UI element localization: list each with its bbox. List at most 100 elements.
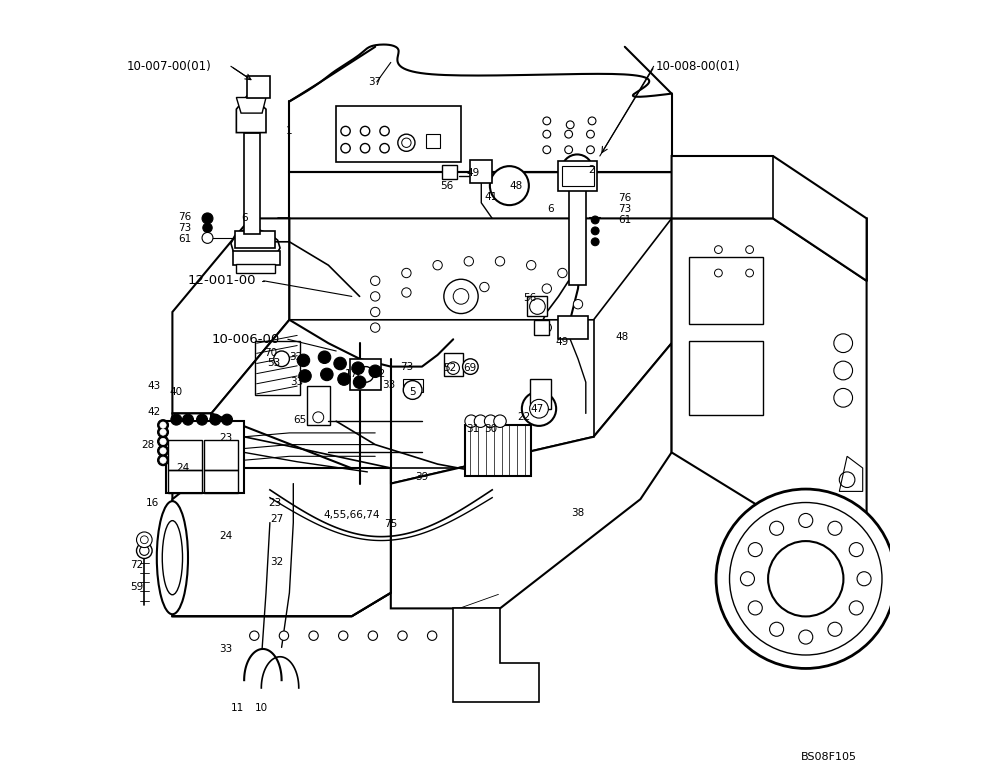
Bar [426,134,440,148]
Text: 61: 61 [618,215,631,225]
Circle shape [530,299,545,314]
Text: 6: 6 [241,214,247,223]
Bar [235,231,275,248]
Text: 37: 37 [369,77,382,87]
Bar [527,296,547,316]
Circle shape [158,455,168,466]
Circle shape [447,362,459,374]
Circle shape [591,227,599,235]
Text: 31: 31 [466,424,479,434]
Text: 4,55,66,74: 4,55,66,74 [324,510,380,519]
Text: 32: 32 [289,353,302,362]
Circle shape [160,438,166,445]
Text: 53: 53 [267,358,280,367]
Circle shape [714,269,722,277]
Circle shape [587,130,594,138]
Circle shape [140,536,148,544]
Bar [558,316,588,339]
Circle shape [338,373,350,385]
Circle shape [573,300,583,309]
Circle shape [222,414,232,425]
Bar [530,379,551,409]
Circle shape [566,121,574,129]
Text: 33: 33 [291,378,304,387]
Circle shape [202,232,213,243]
Circle shape [250,631,259,640]
Circle shape [565,146,573,154]
Circle shape [474,415,487,427]
Bar [168,470,202,493]
Circle shape [562,154,593,186]
Circle shape [427,631,437,640]
Text: 47: 47 [531,404,544,413]
Circle shape [321,368,333,381]
Circle shape [402,288,411,297]
Bar [204,470,238,493]
Bar [465,425,531,476]
Circle shape [565,130,573,138]
Text: 56: 56 [440,181,454,190]
Polygon shape [172,468,391,616]
Circle shape [309,631,318,640]
Text: 1: 1 [286,126,293,136]
Text: 12-001-00: 12-001-00 [188,275,256,287]
Text: 76: 76 [178,212,192,222]
Text: 42: 42 [147,407,160,417]
Bar [402,379,423,392]
Circle shape [522,392,556,426]
Bar [307,386,330,425]
Text: 10-008-00(01): 10-008-00(01) [656,60,741,73]
Text: 23: 23 [269,498,282,508]
Bar [689,341,763,415]
Circle shape [746,269,754,277]
Circle shape [403,381,422,399]
Bar [166,421,244,493]
Text: 2: 2 [589,165,595,175]
Circle shape [768,541,843,616]
Circle shape [160,448,166,454]
Circle shape [588,117,596,125]
Bar [444,353,463,376]
Circle shape [358,367,374,382]
Bar [204,440,238,470]
Circle shape [371,276,380,285]
Circle shape [828,521,842,535]
Circle shape [402,268,411,278]
Circle shape [444,279,478,314]
Bar [470,160,492,183]
Text: 73: 73 [178,223,192,232]
Text: 61: 61 [178,234,192,243]
Circle shape [799,513,813,527]
Circle shape [352,362,364,374]
Circle shape [465,415,477,427]
Circle shape [171,414,182,425]
Circle shape [828,622,842,636]
Circle shape [158,436,168,447]
Circle shape [746,246,754,254]
Text: 48: 48 [509,181,522,190]
Circle shape [353,376,366,388]
Circle shape [158,420,168,431]
Circle shape [210,414,221,425]
Circle shape [183,414,193,425]
Text: 49: 49 [556,337,569,346]
Text: 28: 28 [141,440,154,449]
Circle shape [449,284,458,293]
Circle shape [591,238,599,246]
Bar [168,440,202,470]
Text: 32: 32 [372,370,385,379]
Circle shape [464,257,473,266]
Circle shape [158,445,168,456]
Circle shape [279,631,289,640]
Circle shape [770,521,784,535]
Circle shape [494,415,506,427]
Circle shape [158,427,168,438]
Ellipse shape [162,521,183,594]
Circle shape [402,138,411,147]
Circle shape [299,370,311,382]
Text: 30: 30 [484,424,497,434]
Text: 24: 24 [219,531,232,541]
Circle shape [453,289,469,304]
Circle shape [297,354,310,367]
Circle shape [480,282,489,292]
